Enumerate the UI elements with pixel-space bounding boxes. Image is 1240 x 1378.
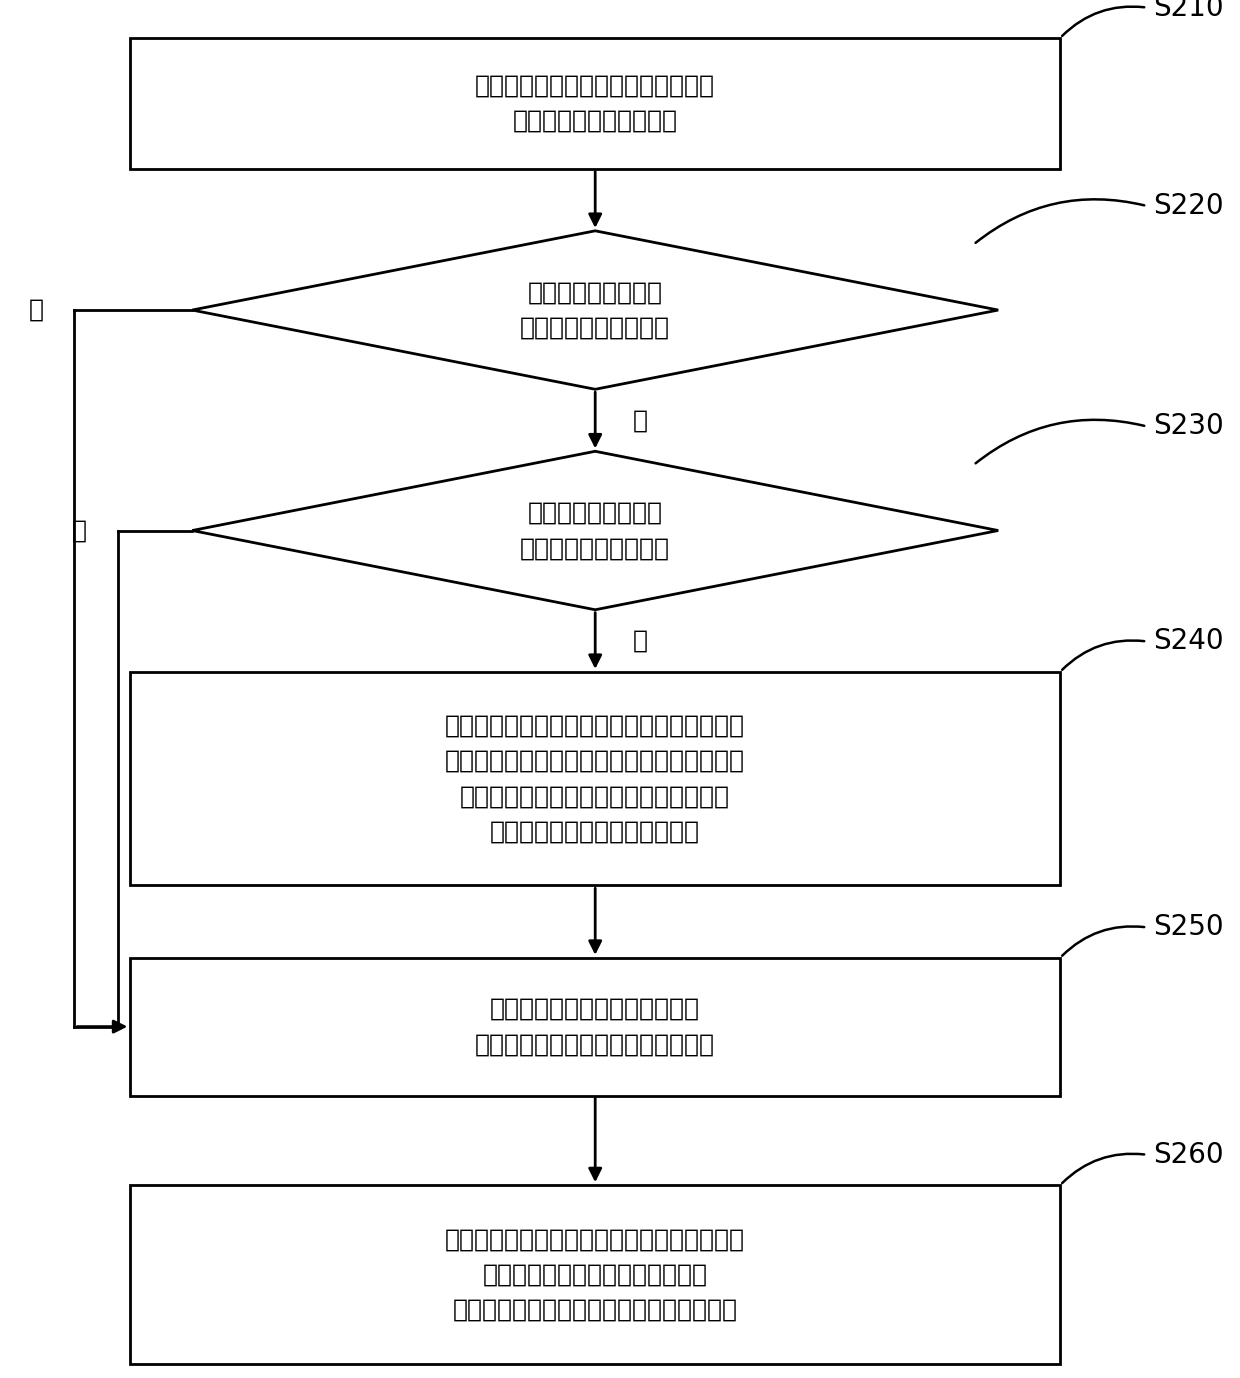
Text: 是: 是	[72, 518, 87, 543]
Bar	[130, 672, 1060, 886]
Text: 获取所述三维虚拟对象，并获取
所述三维虚拟对象对应的序列帧图像: 获取所述三维虚拟对象，并获取 所述三维虚拟对象对应的序列帧图像	[475, 996, 715, 1057]
Text: S210: S210	[1153, 0, 1224, 22]
Text: 否: 否	[632, 628, 647, 653]
Text: S220: S220	[1153, 192, 1224, 220]
Text: 否: 否	[632, 408, 647, 433]
Bar	[130, 37, 1060, 168]
Polygon shape	[192, 232, 998, 389]
Bar	[130, 958, 1060, 1096]
Text: S260: S260	[1153, 1141, 1224, 1169]
Text: 渲染进程接收到游戏进程发送的关于
三维虚拟对象的渲染请求: 渲染进程接收到游戏进程发送的关于 三维虚拟对象的渲染请求	[475, 73, 715, 134]
Text: S230: S230	[1153, 412, 1224, 441]
Text: 判断磁盘缓存中是否
存在所述三维虚拟对象: 判断磁盘缓存中是否 存在所述三维虚拟对象	[521, 500, 670, 561]
Text: 所述渲染进程通过内存共享的通信方式将所述
序列帧图像提供给所述游戏进程，
以在所述游戏进程中显示所述三维虚拟对象: 所述渲染进程通过内存共享的通信方式将所述 序列帧图像提供给所述游戏进程， 以在所…	[445, 1228, 745, 1322]
Polygon shape	[192, 452, 998, 609]
Text: S240: S240	[1153, 627, 1224, 656]
Text: 是: 是	[29, 298, 43, 322]
Text: 通过所述渲染进程构造所述三维虚拟对象，并
将所述三维虚拟对象对应的序列帧以提供给所
述游戏进程，以及将所述三维虚拟对象和
所述序列帧加入所述内存缓存中: 通过所述渲染进程构造所述三维虚拟对象，并 将所述三维虚拟对象对应的序列帧以提供给…	[445, 714, 745, 843]
Text: S250: S250	[1153, 914, 1224, 941]
Bar	[130, 1185, 1060, 1364]
Text: 判断内存缓存中是否
存在所述三维虚拟对象: 判断内存缓存中是否 存在所述三维虚拟对象	[521, 280, 670, 340]
